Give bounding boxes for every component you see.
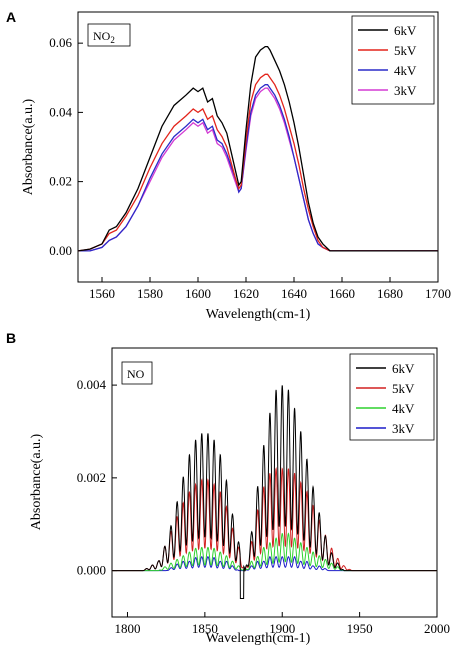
panel-b-series-lines (112, 385, 437, 599)
x-tick-label: 1560 (89, 286, 115, 301)
panel-b-legend: 6kV 5kV 4kV 3kV (349, 353, 435, 441)
x-tick-label: 1640 (281, 286, 307, 301)
series-line-6kV (112, 385, 437, 599)
x-tick-label: 1900 (269, 621, 295, 636)
x-tick-label: 1800 (114, 621, 140, 636)
x-tick-label: 1850 (192, 621, 218, 636)
x-tick-label: 1950 (347, 621, 373, 636)
x-tick-label: 1600 (185, 286, 211, 301)
legend-label: 4kV (392, 401, 415, 416)
panel-a-series-lines (78, 45, 438, 252)
x-tick-label: 2000 (424, 621, 450, 636)
panel-a-y-axis-title: Absorbance(a.u.) (21, 98, 36, 195)
series-line-4kV (78, 84, 438, 252)
y-tick-label: 0.004 (77, 377, 107, 392)
legend-label: 6kV (394, 23, 417, 38)
legend-label: 3kV (394, 83, 417, 98)
panel-a-y-axis: 0.00 0.02 0.04 0.06 (49, 35, 83, 258)
panel-a-x-axis-title: Wavelength(cm-1) (206, 307, 311, 322)
legend-label: 6kV (392, 361, 415, 376)
series-line-3kV (78, 87, 438, 252)
x-tick-label: 1620 (233, 286, 259, 301)
panel-b-x-axis: 1800 1850 1900 1950 2000 (114, 612, 450, 636)
panel-b-species-label: NO (121, 361, 153, 385)
panel-b-x-axis-title: Wavelength(cm-1) (206, 631, 311, 646)
series-line-5kV (78, 73, 438, 252)
x-tick-label: 1680 (377, 286, 403, 301)
species-no: NO (93, 29, 111, 43)
panel-a-legend: 6kV 5kV 4kV 3kV (351, 15, 435, 105)
panel-a-letter: A (6, 9, 16, 25)
legend-label: 5kV (392, 381, 415, 396)
species-subscript: 2 (110, 35, 115, 45)
panel-b: B 1800 1850 1900 1950 2000 0.000 0.002 0.004 W… (6, 330, 450, 646)
x-tick-label: 1700 (425, 286, 451, 301)
svg-text:NO2: NO2 (93, 29, 115, 45)
y-tick-label: 0.000 (77, 563, 106, 578)
series-line-6kV (78, 45, 438, 252)
y-tick-label: 0.002 (77, 470, 106, 485)
y-tick-label: 0.04 (49, 104, 72, 119)
panel-b-y-axis-title: Absorbance(a.u.) (29, 433, 44, 530)
panel-b-letter: B (6, 330, 16, 346)
panel-a-x-axis: 1560 1580 1600 1620 1640 1660 1680 1700 (89, 277, 451, 301)
species-no-b: NO (127, 367, 145, 381)
x-tick-label: 1660 (329, 286, 355, 301)
y-tick-label: 0.06 (49, 35, 72, 50)
panel-b-y-axis: 0.000 0.002 0.004 (77, 377, 117, 578)
legend-label: 4kV (394, 63, 417, 78)
legend-label: 3kV (392, 421, 415, 436)
panel-b-plot-frame (111, 347, 438, 618)
panel-a-plot-frame (77, 11, 439, 283)
x-tick-label: 1580 (137, 286, 163, 301)
legend-label: 5kV (394, 43, 417, 58)
panel-a: A 1560 1580 1600 1620 1640 1660 1680 1700 0.000… (6, 9, 451, 322)
panel-a-species-label: NO2 (87, 23, 131, 47)
y-tick-label: 0.02 (49, 174, 72, 189)
y-tick-label: 0.00 (49, 243, 72, 258)
